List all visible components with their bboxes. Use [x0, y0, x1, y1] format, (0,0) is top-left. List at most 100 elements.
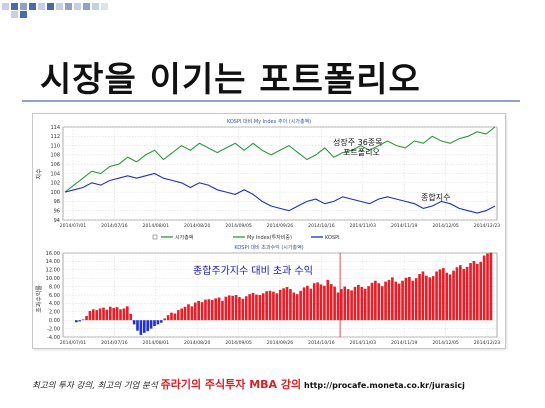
footer-course-name: 쥬라기의 주식투자 MBA 강의 [160, 378, 302, 391]
bar-chart-ylabel: 초과수익률 [35, 285, 43, 313]
excess-return-bar [214, 298, 217, 321]
excess-return-bar [125, 306, 129, 321]
excess-return-bar [329, 284, 333, 321]
x-tick-label: 2014/09/05 [225, 340, 252, 346]
excess-return-bar [241, 298, 245, 321]
y-tick-label: 112 [50, 134, 60, 140]
corner-square [47, 3, 54, 10]
x-tick-label: 2014/09/26 [267, 223, 294, 229]
y-tick-label: 106 [50, 162, 60, 168]
excess-return-bar [204, 299, 207, 321]
excess-return-bar [346, 289, 350, 321]
excess-return-bar [357, 284, 360, 321]
corner-square [20, 11, 27, 18]
line-annotation-3: 종합지수 [421, 193, 450, 202]
x-tick-label: 2014/10/16 [308, 223, 335, 229]
excess-return-bar [102, 307, 105, 321]
excess-return-bar [306, 285, 309, 321]
excess-return-bar [462, 268, 466, 321]
excess-return-bar [139, 320, 143, 335]
y-tick-label: 6.00 [49, 293, 60, 299]
excess-return-bar [414, 278, 418, 321]
excess-return-bar [190, 306, 194, 321]
excess-return-bar [302, 287, 306, 321]
x-tick-label: 2014/12/23 [474, 223, 501, 229]
excess-return-bar [435, 271, 438, 321]
excess-return-bar [170, 312, 173, 321]
excess-return-bar [482, 255, 486, 321]
excess-return-bar [95, 310, 99, 321]
excess-return-bar [377, 283, 381, 321]
excess-return-bar [132, 320, 136, 325]
excess-return-bar [261, 293, 265, 321]
excess-return-bar [78, 320, 82, 322]
y-tick-label: 114 [50, 125, 60, 131]
line-annotation-2: 포트폴리오 [343, 148, 380, 157]
corner-square [11, 11, 18, 18]
x-tick-label: 2014/11/19 [391, 223, 418, 229]
excess-return-bar [452, 270, 455, 321]
y-tick-label: 8.00 [49, 284, 60, 290]
excess-return-bar [278, 289, 282, 321]
excess-return-bar [268, 290, 272, 321]
excess-return-bar [384, 281, 387, 321]
excess-return-bar [289, 289, 292, 321]
excess-return-bar [251, 292, 255, 321]
charts-svg: KOSPI 대비 My Index 추이 (시가총액) 지수 114 112 110… [35, 118, 501, 346]
footer-url-link[interactable]: http://procafe.moneta.co.kr/jurasicj [304, 381, 465, 390]
bar-chart-title: KOSPI 대비 초과수익 (시가총액) [234, 244, 303, 251]
corner-square [11, 3, 18, 10]
excess-return-bar [163, 318, 167, 321]
excess-return-bar [469, 263, 472, 321]
excess-return-bar [309, 288, 313, 321]
excess-return-bar [421, 271, 425, 321]
line-chart-xticks: 2014/07/01 2014/07/16 2014/08/01 2014/08/20… [60, 223, 501, 229]
excess-return-bar [350, 290, 353, 321]
excess-return-bar [472, 260, 476, 321]
x-tick-label: 2014/11/03 [350, 340, 377, 346]
y-tick-label: 0.00 [49, 318, 60, 324]
corner-square [38, 3, 45, 10]
excess-return-bar [448, 274, 452, 321]
line-chart-series [64, 126, 496, 214]
corner-square [65, 3, 72, 10]
excess-return-bar [370, 282, 374, 321]
y-tick-label: -4.00 [47, 335, 60, 341]
excess-return-bar [363, 288, 367, 321]
excess-return-bar [122, 308, 126, 321]
excess-return-bar [173, 313, 177, 321]
title-divider [22, 100, 520, 102]
bar-chart-annotation: 종합주가지수 대비 초과 수익 [193, 265, 313, 277]
legend-checkbox [152, 234, 158, 240]
x-tick-label: 2014/07/01 [60, 223, 87, 229]
excess-return-bar [353, 287, 357, 321]
excess-return-bar [112, 308, 116, 321]
excess-return-bar [227, 295, 231, 321]
bar-chart-xticks: 2014/07/01 2014/07/16 2014/08/01 2014/08/20… [60, 340, 501, 346]
x-tick-label: 2014/11/03 [350, 223, 377, 229]
excess-return-bar [231, 295, 234, 321]
y-tick-label: 10.00 [46, 276, 60, 282]
excess-return-bar [319, 284, 323, 321]
excess-return-bar [176, 310, 180, 321]
excess-return-bar [391, 277, 394, 321]
line-chart-yticks: 114 112 110 108 106 104 102 100 98 96 94 [50, 125, 60, 224]
excess-return-bar [234, 295, 238, 321]
x-tick-label: 2014/12/05 [432, 340, 459, 346]
y-tick-label: 110 [50, 143, 60, 149]
legend-label-1: My Index(투자비중) [247, 234, 292, 241]
excess-return-bar [166, 315, 170, 321]
excess-return-bar [336, 292, 340, 321]
corner-square [74, 3, 81, 10]
legend-label-2: KOSPI [325, 235, 340, 241]
decorative-corner-squares [0, 0, 140, 18]
excess-return-bar [428, 277, 432, 321]
x-tick-label: 2014/09/26 [267, 340, 294, 346]
excess-return-bar [299, 290, 302, 321]
excess-return-bar [115, 307, 119, 321]
x-tick-label: 2014/08/20 [184, 223, 211, 229]
corner-square [29, 3, 36, 10]
excess-return-bar [248, 294, 251, 321]
excess-return-bar [142, 320, 146, 333]
y-tick-label: 104 [50, 171, 60, 177]
